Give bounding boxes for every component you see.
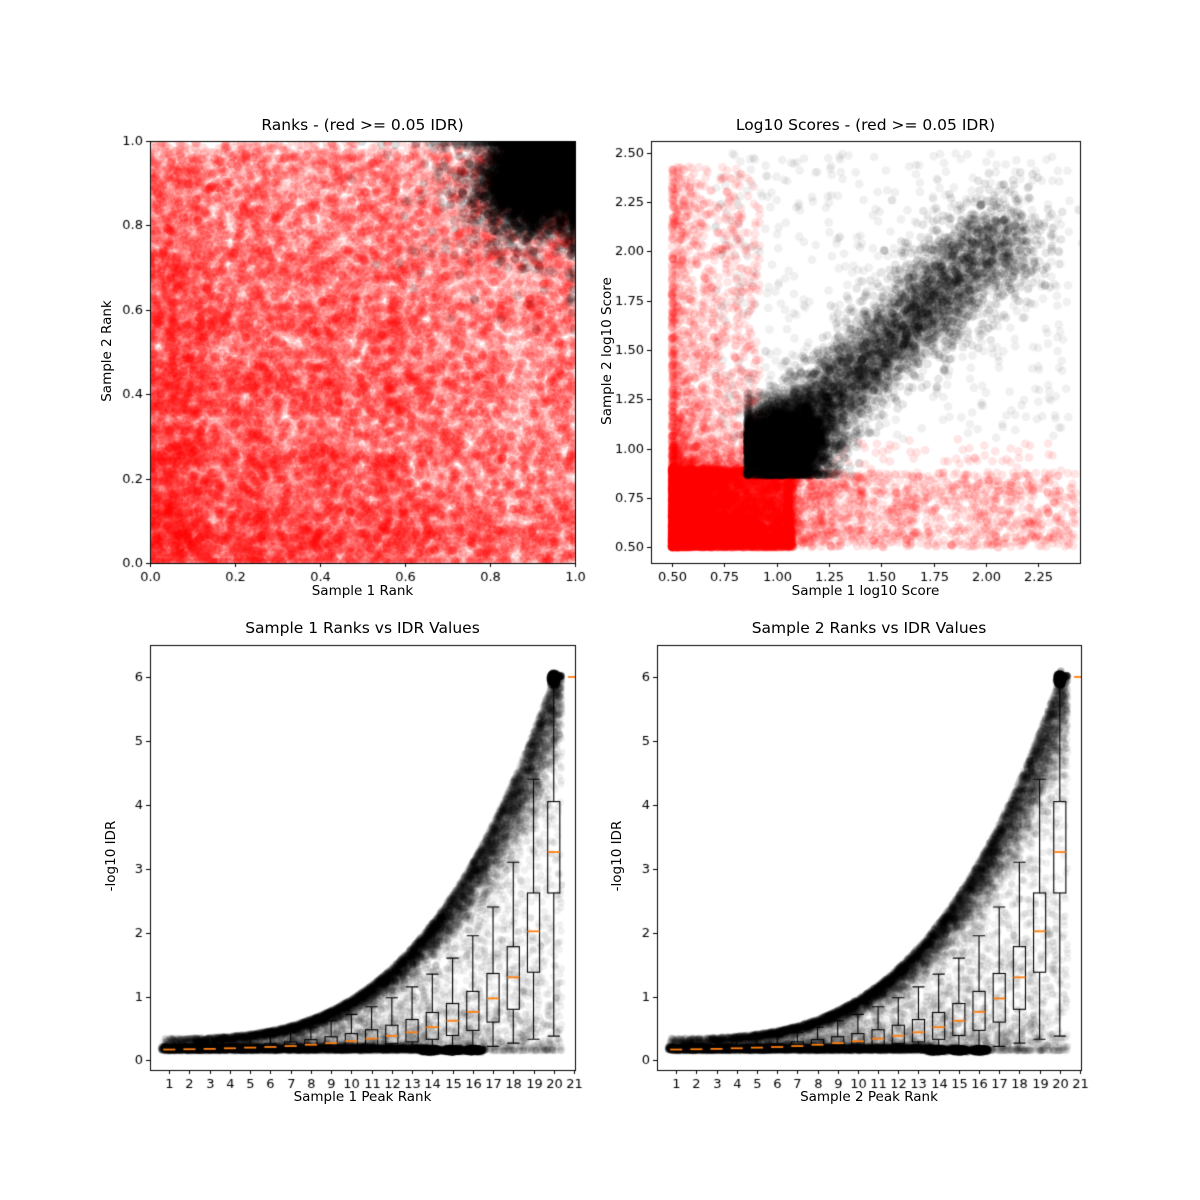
subplot-title-ranks: Ranks - (red >= 0.05 IDR) [261,116,464,134]
yaxis-label-sample2-rank: Sample 2 Rank [99,300,115,402]
subplot-title-log10-scores: Log10 Scores - (red >= 0.05 IDR) [735,116,996,134]
yaxis-label-neglog10-idr-right: -log10 IDR [609,820,625,892]
yaxis-label-sample2-score: Sample 2 log10 Score [599,277,615,425]
subplot-title-sample2-idr: Sample 2 Ranks vs IDR Values [751,619,987,637]
xaxis-label-sample1-score: Sample 1 log10 Score [791,583,940,599]
yaxis-label-neglog10-idr-left: -log10 IDR [103,820,119,892]
xaxis-label-sample1-rank: Sample 1 Rank [311,583,414,599]
xaxis-label-sample2-peak-rank: Sample 2 Peak Rank [800,1089,938,1105]
xaxis-label-sample1-peak-rank: Sample 1 Peak Rank [293,1089,432,1105]
subplot-title-sample1-idr: Sample 1 Ranks vs IDR Values [245,619,480,637]
